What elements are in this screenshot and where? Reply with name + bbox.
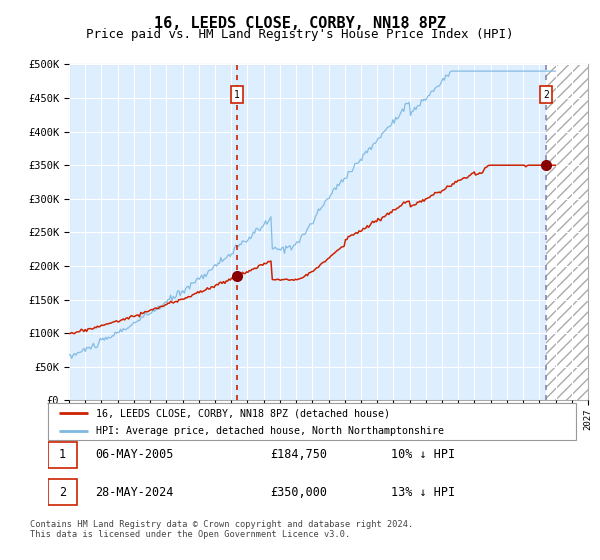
Text: £350,000: £350,000 [270, 486, 327, 498]
FancyBboxPatch shape [48, 479, 77, 505]
Text: Contains HM Land Registry data © Crown copyright and database right 2024.
This d: Contains HM Land Registry data © Crown c… [30, 520, 413, 539]
Bar [546, 64, 588, 400]
FancyBboxPatch shape [48, 442, 77, 468]
Text: 1: 1 [59, 449, 66, 461]
Text: 2: 2 [543, 90, 549, 100]
Text: 1: 1 [234, 90, 240, 100]
Text: 10% ↓ HPI: 10% ↓ HPI [391, 449, 455, 461]
Text: 06-MAY-2005: 06-MAY-2005 [95, 449, 174, 461]
Text: 16, LEEDS CLOSE, CORBY, NN18 8PZ: 16, LEEDS CLOSE, CORBY, NN18 8PZ [154, 16, 446, 31]
Text: 2: 2 [59, 486, 66, 498]
Text: 13% ↓ HPI: 13% ↓ HPI [391, 486, 455, 498]
Text: Price paid vs. HM Land Registry's House Price Index (HPI): Price paid vs. HM Land Registry's House … [86, 28, 514, 41]
Text: 28-MAY-2024: 28-MAY-2024 [95, 486, 174, 498]
Text: £184,750: £184,750 [270, 449, 327, 461]
Text: HPI: Average price, detached house, North Northamptonshire: HPI: Average price, detached house, Nort… [95, 426, 443, 436]
Text: 16, LEEDS CLOSE, CORBY, NN18 8PZ (detached house): 16, LEEDS CLOSE, CORBY, NN18 8PZ (detach… [95, 408, 389, 418]
FancyBboxPatch shape [48, 403, 576, 440]
